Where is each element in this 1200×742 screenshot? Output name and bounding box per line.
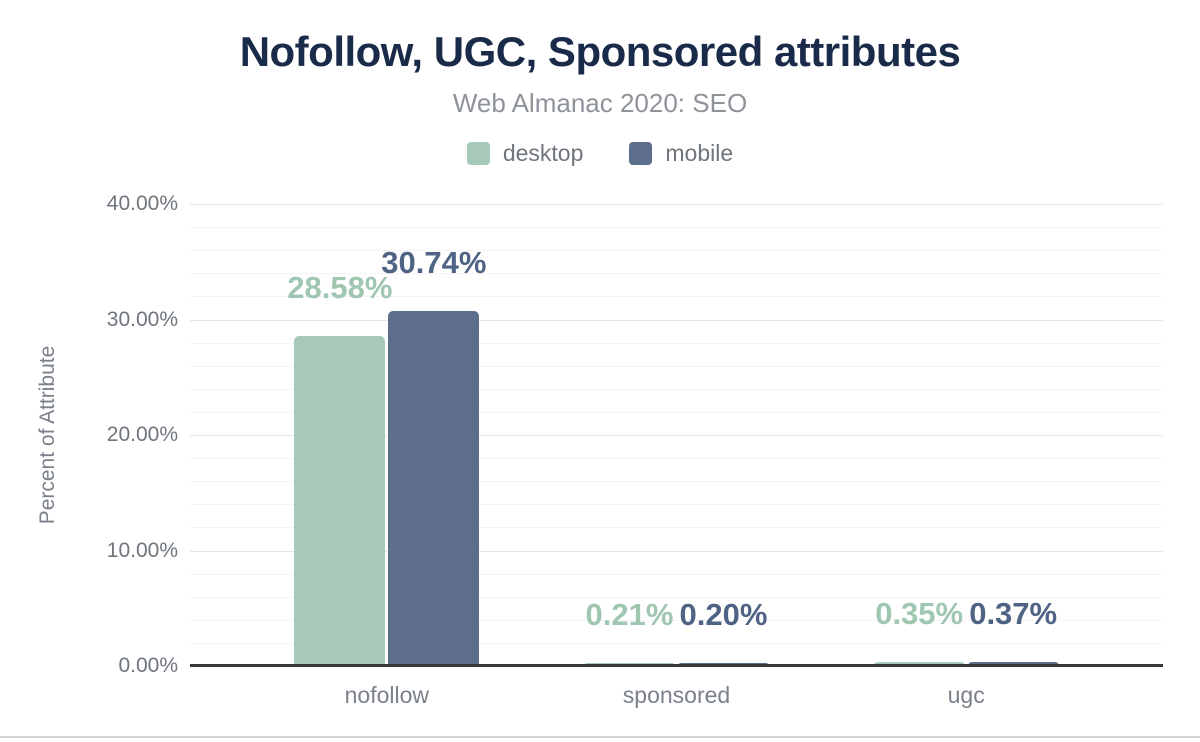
- legend-swatch-desktop: [466, 142, 490, 165]
- category-label-nofollow: nofollow: [344, 682, 430, 708]
- gridline-minor: [190, 365, 1163, 367]
- value-label-mobile-ugc: 0.37%: [969, 595, 1058, 631]
- legend-item-desktop: desktop: [466, 140, 584, 167]
- chart-title: Nofollow, UGC, Sponsored attributes: [239, 28, 961, 75]
- value-label-desktop-sponsored: 0.21%: [585, 596, 674, 632]
- bar-desktop-nofollow: [294, 335, 386, 666]
- gridline-major: [190, 204, 1163, 205]
- gridline-minor: [190, 411, 1163, 413]
- chart-subtitle: Web Almanac 2020: SEO: [452, 88, 748, 118]
- bar-mobile-ugc: [967, 661, 1059, 666]
- y-tick-label: 10.00%: [106, 538, 178, 562]
- legend-label-mobile: mobile: [665, 140, 734, 166]
- gridline-major: [190, 435, 1163, 436]
- legend-label-desktop: desktop: [502, 140, 584, 166]
- plot-area: 28.58% 30.74% 0.21% 0.20% 0.35% 0.37%: [190, 204, 1163, 667]
- gridline-minor: [190, 250, 1163, 252]
- value-label-desktop-nofollow: 28.58%: [287, 269, 393, 305]
- gridline-minor: [190, 388, 1163, 390]
- gridline-minor: [190, 342, 1163, 344]
- value-label-mobile-sponsored: 0.20%: [679, 596, 768, 632]
- gridline-minor: [190, 527, 1163, 529]
- gridline-minor: [190, 573, 1163, 575]
- y-tick-label: 40.00%: [106, 192, 178, 215]
- gridline-minor: [190, 504, 1163, 506]
- gridline-minor: [190, 642, 1163, 644]
- gridline-minor: [190, 273, 1163, 275]
- y-tick-label: 20.00%: [106, 423, 178, 446]
- bottom-divider: [0, 736, 1200, 738]
- bar-desktop-ugc: [873, 661, 965, 666]
- legend: desktop mobile: [0, 140, 1200, 167]
- gridline-minor: [190, 296, 1163, 298]
- bar-mobile-nofollow: [388, 310, 480, 666]
- value-label-mobile-nofollow: 30.74%: [381, 244, 487, 280]
- legend-item-mobile: mobile: [629, 140, 733, 167]
- gridline-minor: [190, 481, 1163, 483]
- y-tick-label: 0.00%: [118, 654, 178, 677]
- legend-swatch-mobile: [629, 142, 653, 165]
- gridline-minor: [190, 458, 1163, 460]
- gridline-minor: [190, 227, 1163, 229]
- gridline-major: [190, 319, 1163, 321]
- y-tick-label: 30.00%: [106, 307, 178, 331]
- gridline-minor: [190, 619, 1163, 621]
- category-label-sponsored: sponsored: [622, 682, 731, 708]
- gridline-minor: [190, 596, 1163, 598]
- x-axis-line: [190, 664, 1163, 667]
- value-label-desktop-ugc: 0.35%: [875, 595, 964, 631]
- category-label-ugc: ugc: [947, 682, 985, 708]
- gridline-major: [190, 550, 1163, 552]
